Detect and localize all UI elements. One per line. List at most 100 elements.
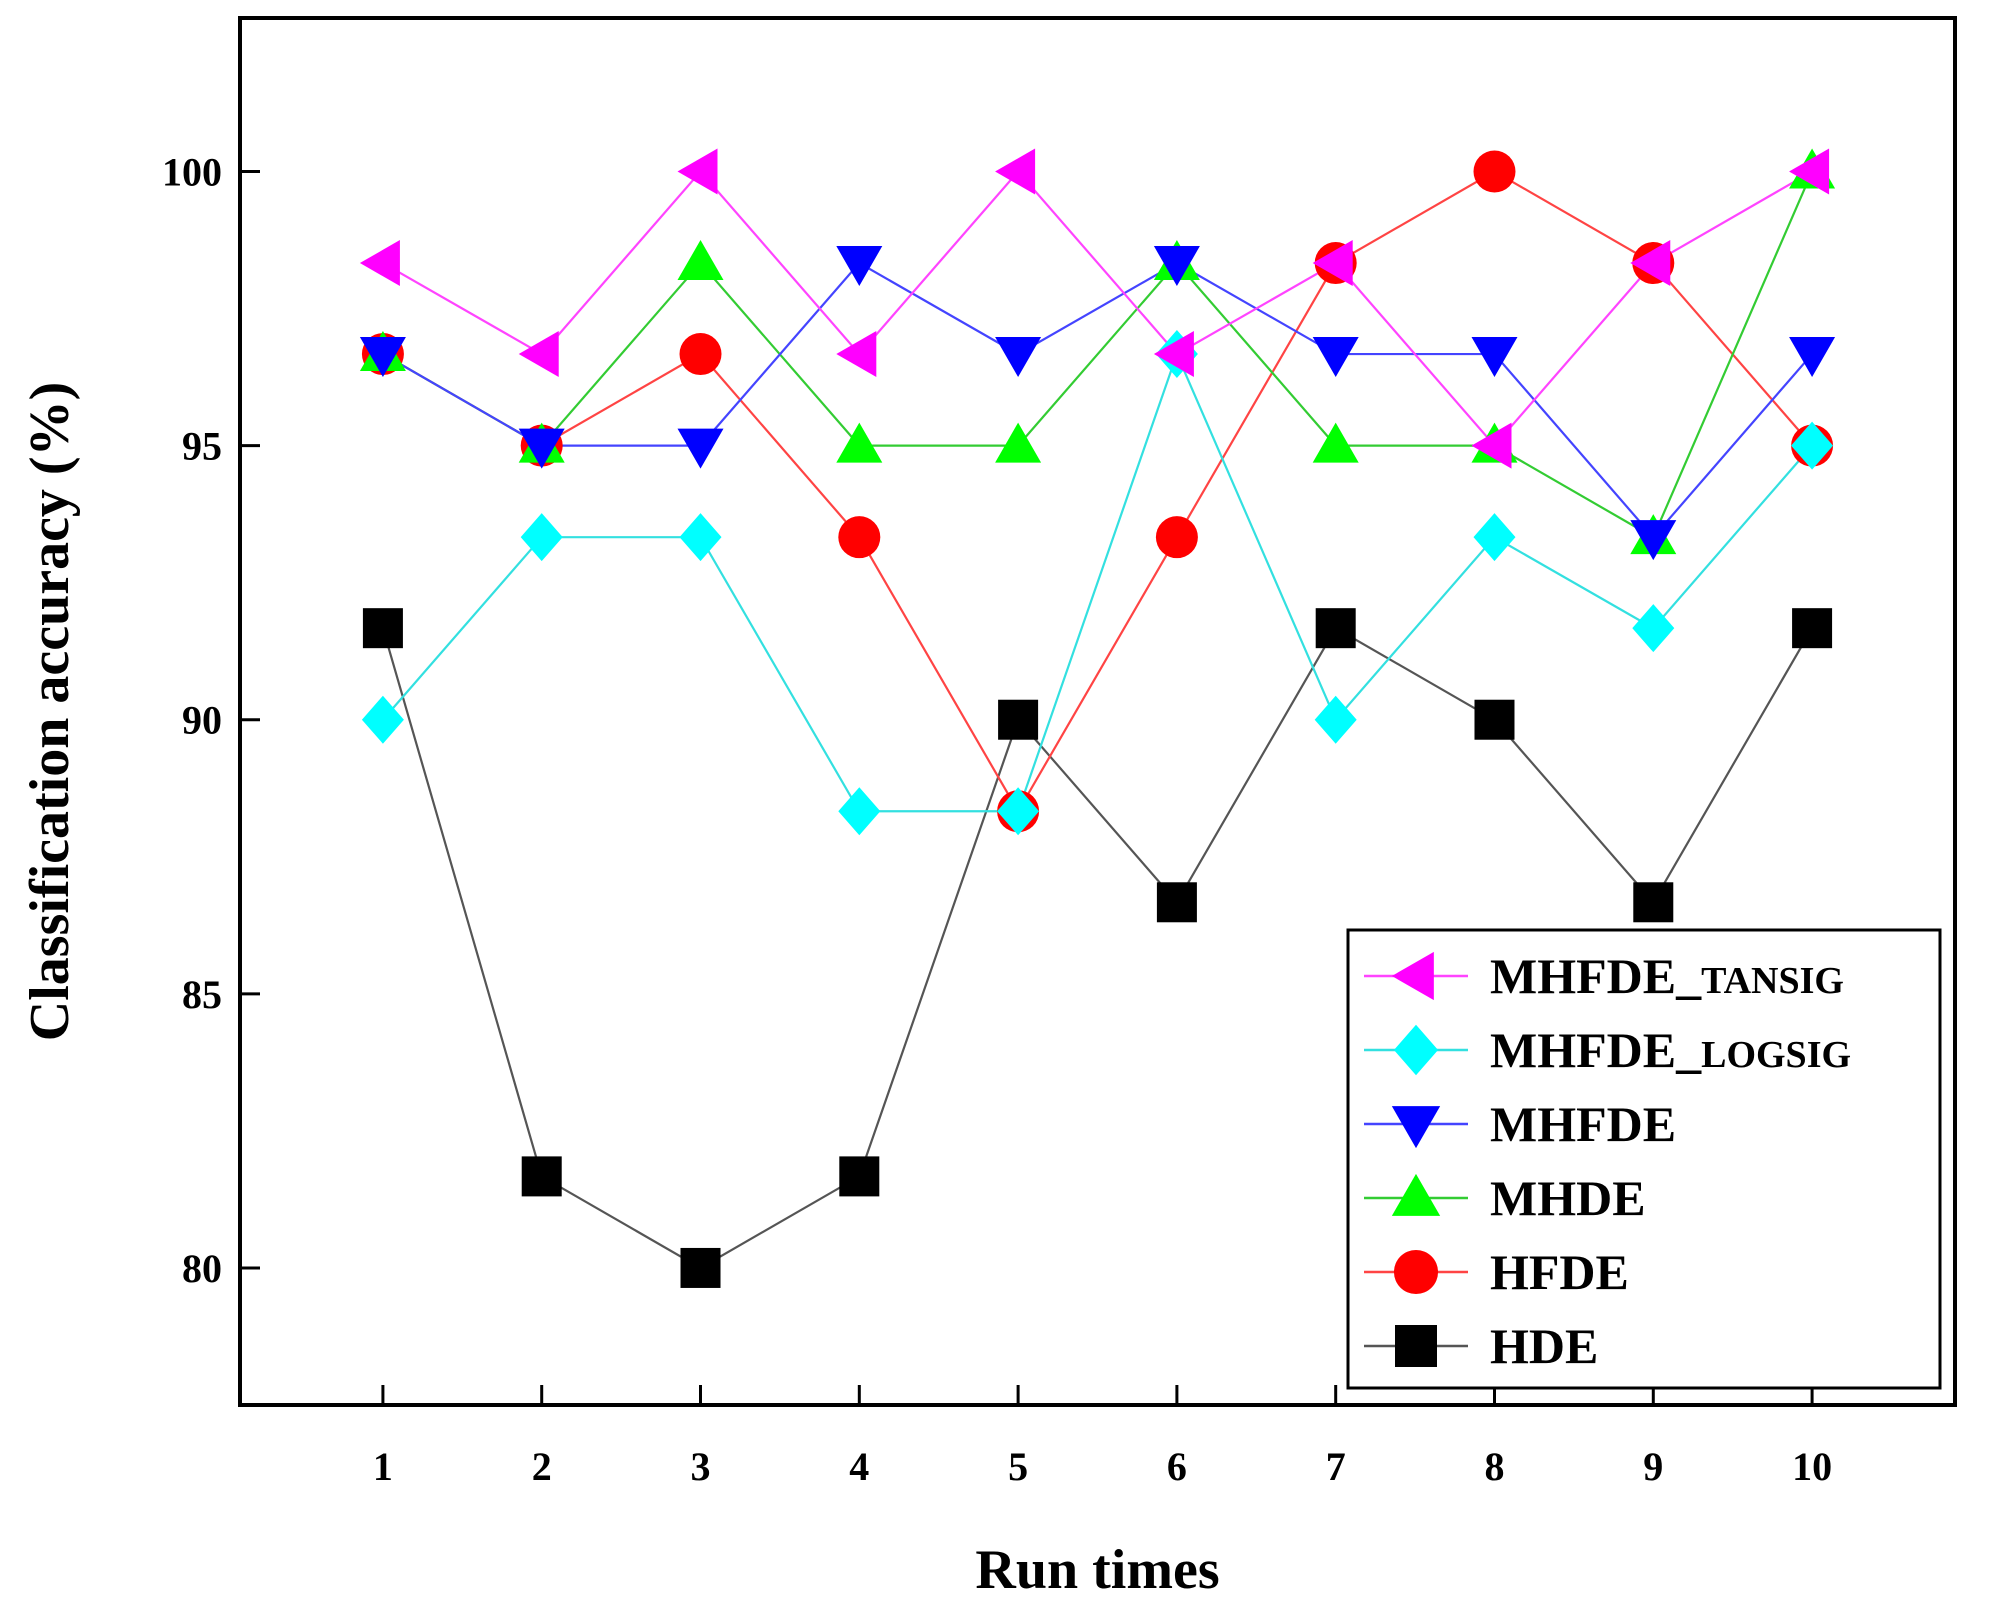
data-point-mhfde-logsig <box>997 787 1040 836</box>
legend-label-main: MHFDE_ <box>1490 1022 1702 1078</box>
data-point-mhfde-logsig <box>520 513 563 562</box>
legend-label-suffix: TANSIG <box>1701 960 1844 1002</box>
data-point-hde <box>1633 882 1674 923</box>
data-point-mhfde-tansig <box>1471 422 1512 469</box>
data-point-mhde <box>995 422 1042 463</box>
data-point-mhfde <box>1630 520 1677 561</box>
series-mhfde-logsig <box>382 351 1813 813</box>
data-point-mhfde-tansig <box>1789 148 1830 195</box>
data-point-mhfde-logsig <box>1791 421 1834 470</box>
x-tick-label: 3 <box>691 1444 711 1489</box>
legend-label-main: MHFDE_ <box>1490 948 1702 1004</box>
data-point-mhfde-tansig <box>1312 240 1353 287</box>
data-point-mhfde-tansig <box>995 148 1036 195</box>
legend-label-main: HFDE <box>1490 1244 1629 1300</box>
legend-label-suffix: LOGSIG <box>1701 1034 1851 1076</box>
legend-marker-mhfde-logsig <box>1393 1024 1439 1076</box>
data-point-mhfde <box>1312 337 1359 378</box>
y-axis: 80 85 90 95 100 <box>162 150 260 1291</box>
data-point-mhfde <box>518 428 565 469</box>
x-tick-label: 8 <box>1484 1444 1504 1489</box>
series-line-mhfde-logsig <box>382 351 1813 813</box>
y-tick-label: 95 <box>182 424 222 469</box>
data-point-hde <box>680 1247 721 1288</box>
data-point-hfde <box>838 516 881 559</box>
series-markers-hde <box>362 608 1833 1288</box>
data-point-mhfde <box>677 428 724 469</box>
legend-marker-hde <box>1395 1325 1437 1367</box>
x-tick-label: 9 <box>1643 1444 1663 1489</box>
data-point-mhfde-tansig <box>1630 240 1671 287</box>
data-point-mhfde <box>1471 337 1518 378</box>
series-line-mhfde <box>382 261 1813 539</box>
legend-entry-hfde: HFDE <box>1364 1244 1629 1300</box>
data-point-hfde <box>1473 150 1516 193</box>
plot-area-frame <box>238 16 1957 1407</box>
y-axis-title: Classification accuracy (%) <box>19 382 81 1041</box>
series-markers-mhfde <box>359 246 1836 561</box>
data-point-mhfde-logsig <box>1632 604 1675 653</box>
data-point-mhfde-logsig <box>361 695 404 744</box>
data-point-mhfde-logsig <box>1314 695 1357 744</box>
data-point-hfde <box>1155 516 1198 559</box>
legend-box <box>1346 928 1942 1390</box>
legend-label-main: MHDE <box>1490 1170 1646 1226</box>
x-tick-label: 7 <box>1326 1444 1346 1489</box>
x-tick-label: 4 <box>849 1444 869 1489</box>
legend-marker-mhde <box>1391 1173 1441 1216</box>
legend-label-hfde: HFDE <box>1490 1244 1629 1300</box>
data-point-mhfde <box>1789 337 1836 378</box>
x-tick-label: 6 <box>1167 1444 1187 1489</box>
series-lines <box>381 169 1814 1270</box>
data-point-mhfde-tansig <box>359 240 400 287</box>
legend-entry-mhfde: MHFDE <box>1364 1096 1676 1152</box>
x-tick-label: 10 <box>1792 1444 1832 1489</box>
legend-entry-hde: HDE <box>1364 1318 1598 1374</box>
data-point-hfde <box>679 333 722 376</box>
data-point-hde <box>521 1156 562 1197</box>
data-point-hde <box>1792 608 1833 649</box>
data-point-hde <box>1474 699 1515 740</box>
legend-label-main: MHFDE <box>1490 1096 1676 1152</box>
data-point-mhfde-tansig <box>518 331 559 378</box>
data-point-mhfde <box>359 337 406 378</box>
series-markers-mhfde-tansig <box>359 148 1830 469</box>
legend-marker-mhfde-tansig <box>1391 951 1434 1001</box>
y-tick-label: 80 <box>182 1246 222 1291</box>
series-line-hde <box>381 626 1814 1270</box>
y-tick-label: 100 <box>162 150 222 195</box>
data-point-hde <box>1315 608 1356 649</box>
x-tick-label: 2 <box>532 1444 552 1489</box>
data-point-mhfde-logsig <box>1473 513 1516 562</box>
legend-label-mhde: MHDE <box>1490 1170 1646 1226</box>
data-point-mhfde-tansig <box>836 331 877 378</box>
legend-marker-hfde <box>1393 1249 1439 1295</box>
data-point-hde <box>998 699 1039 740</box>
series-hfde <box>382 170 1813 814</box>
legend-label-mhfde: MHFDE <box>1490 1096 1676 1152</box>
data-point-mhde <box>677 240 724 281</box>
legend-label-hde: HDE <box>1490 1318 1598 1374</box>
x-tick-label: 1 <box>373 1444 393 1489</box>
y-tick-label: 85 <box>182 972 222 1017</box>
x-tick-label: 5 <box>1008 1444 1028 1489</box>
legend-label-mhfde-tansig: MHFDE_TANSIG <box>1490 948 1844 1004</box>
data-point-mhde <box>1312 422 1359 463</box>
legend-entry-mhfde-tansig: MHFDE_TANSIG <box>1364 948 1844 1004</box>
legend-marker-mhfde <box>1391 1106 1441 1149</box>
legend-entry-mhde: MHDE <box>1364 1170 1646 1226</box>
series-line-mhfde-tansig <box>382 169 1813 448</box>
data-point-hde <box>362 608 403 649</box>
series-line-hfde <box>382 170 1813 814</box>
series-line-mhde <box>382 171 1814 539</box>
legend-label-mhfde-logsig: MHFDE_LOGSIG <box>1490 1022 1851 1078</box>
legend-label-main: HDE <box>1490 1318 1598 1374</box>
x-axis-title: Run times <box>975 1539 1219 1601</box>
data-point-hde <box>839 1156 880 1197</box>
series-markers <box>359 148 1836 1288</box>
data-point-mhfde <box>995 337 1042 378</box>
series-mhfde-tansig <box>382 169 1813 448</box>
y-tick-label: 90 <box>182 698 222 743</box>
